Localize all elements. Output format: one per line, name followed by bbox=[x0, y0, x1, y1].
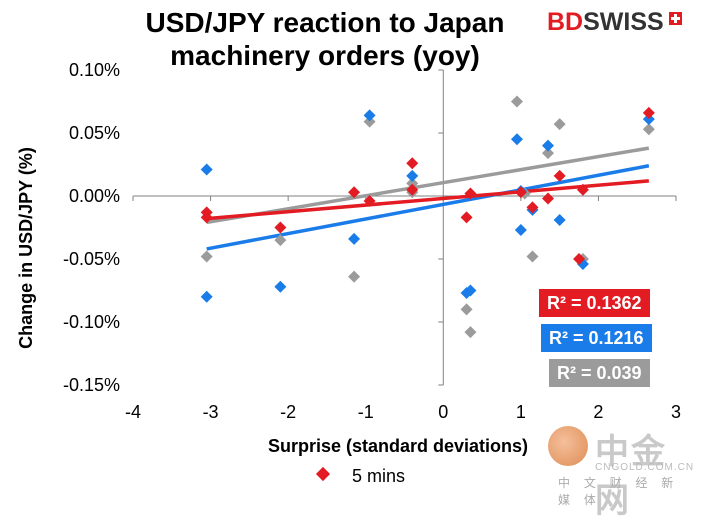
x-tick-label: -2 bbox=[280, 402, 296, 422]
swiss-cross-icon bbox=[669, 12, 682, 25]
data-point bbox=[406, 177, 419, 190]
data-point bbox=[348, 186, 361, 199]
data-point bbox=[553, 169, 566, 182]
x-tick-label: 3 bbox=[671, 402, 681, 422]
data-point bbox=[542, 147, 555, 160]
data-point bbox=[200, 211, 213, 224]
data-point bbox=[464, 326, 477, 339]
r2-label-red: R² = 0.1362 bbox=[539, 289, 650, 317]
trendline bbox=[206, 146, 650, 225]
x-tick-label: -3 bbox=[203, 402, 219, 422]
data-point bbox=[200, 290, 213, 303]
data-point bbox=[406, 157, 419, 170]
data-point bbox=[200, 250, 213, 263]
x-axis-title: Surprise (standard deviations) bbox=[268, 436, 528, 456]
data-point bbox=[642, 113, 655, 126]
brand-part-1: BD bbox=[547, 8, 584, 36]
data-point bbox=[363, 115, 376, 128]
y-axis-title: Change in USD/JPY (%) bbox=[16, 147, 36, 349]
scatter-chart: -4 -3 -2 -1 0 1 2 3 0.10% 0.05% 0.00% -0.05% -0.10% -… bbox=[16, 60, 681, 456]
y-tick-label: -0.05% bbox=[63, 249, 120, 269]
data-point bbox=[514, 224, 527, 237]
data-point bbox=[363, 109, 376, 122]
data-point bbox=[406, 169, 419, 182]
data-point bbox=[642, 123, 655, 136]
data-point bbox=[348, 270, 361, 283]
x-tick-label: -4 bbox=[125, 402, 141, 422]
data-point bbox=[460, 303, 473, 316]
y-tick-label: -0.15% bbox=[63, 375, 120, 395]
brand-part-2: SWISS bbox=[583, 8, 664, 36]
x-tick-label: 0 bbox=[438, 402, 448, 422]
data-point bbox=[526, 201, 539, 214]
data-point bbox=[406, 183, 419, 196]
data-point bbox=[526, 250, 539, 263]
data-point bbox=[510, 95, 523, 108]
data-point bbox=[348, 232, 361, 245]
data-point bbox=[460, 211, 473, 224]
data-point bbox=[573, 253, 586, 265]
trendline bbox=[206, 179, 649, 221]
x-tick-label: 2 bbox=[593, 402, 603, 422]
data-points bbox=[200, 95, 655, 339]
x-tick-label: 1 bbox=[516, 402, 526, 422]
data-point bbox=[542, 139, 555, 152]
data-point bbox=[363, 195, 376, 208]
chart-title: USD/JPY reaction to Japan machinery orde… bbox=[145, 7, 505, 71]
data-point bbox=[642, 106, 655, 119]
tick-labels: -4 -3 -2 -1 0 1 2 3 0.10% 0.05% 0.00% -0.05% -0.10% -… bbox=[63, 60, 681, 422]
data-point bbox=[200, 163, 213, 176]
cngold-logo-icon bbox=[548, 426, 588, 466]
y-tick-label: 0.10% bbox=[69, 60, 120, 80]
x-tick-label: -1 bbox=[358, 402, 374, 422]
data-point bbox=[553, 213, 566, 226]
r2-label-grey: R² = 0.039 bbox=[549, 359, 650, 387]
data-point bbox=[274, 221, 287, 234]
r2-label-blue: R² = 0.1216 bbox=[541, 324, 652, 352]
data-point bbox=[464, 187, 477, 200]
data-point bbox=[274, 234, 287, 247]
watermark: 中金网 CNGOLD.COM.CN 中 文 财 经 新 媒 体 bbox=[548, 424, 698, 521]
data-point bbox=[510, 133, 523, 146]
legend-label: 5 mins bbox=[352, 466, 406, 486]
data-point bbox=[542, 192, 555, 205]
data-point bbox=[274, 280, 287, 293]
y-tick-label: 0.05% bbox=[69, 123, 120, 143]
data-point bbox=[553, 118, 566, 131]
watermark-domain: CNGOLD.COM.CN bbox=[595, 462, 695, 473]
watermark-subtitle: 中 文 财 经 新 媒 体 bbox=[558, 476, 679, 507]
trendline bbox=[206, 164, 650, 251]
brand-logo: BDSWISS bbox=[547, 8, 664, 37]
axes bbox=[132, 69, 677, 386]
data-point bbox=[576, 183, 589, 196]
data-point bbox=[464, 284, 477, 297]
y-tick-label: 0.00% bbox=[69, 186, 120, 206]
trendlines bbox=[206, 146, 650, 251]
y-tick-label: -0.10% bbox=[63, 312, 120, 332]
data-point bbox=[514, 186, 527, 199]
